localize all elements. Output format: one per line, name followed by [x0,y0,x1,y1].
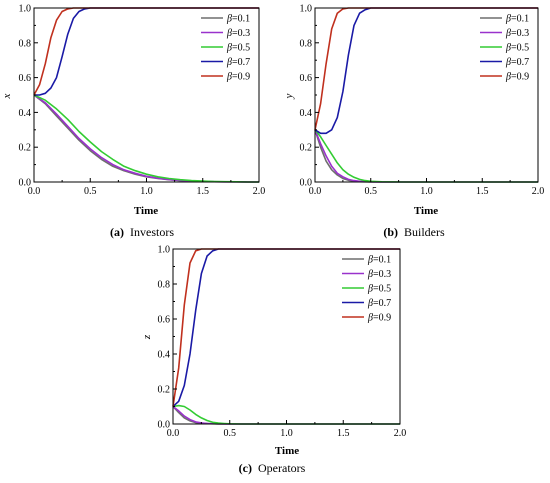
legend-label-2: β=0.3 [505,28,529,39]
x-axis-label: Time [134,205,158,217]
y-axis-label: x [1,93,13,99]
y-tick-label: 0.6 [19,73,32,84]
y-tick-label: 0.0 [158,420,171,431]
y-tick-label: 0.0 [300,178,313,189]
plot-area: 0.0 0.5 1.0 1.5 2.0 0.0 0.2 0.4 0.6 0.8 1.0 [300,4,545,198]
x-tick-label: 2.0 [253,186,266,197]
caption-letter: (a) [110,225,124,239]
x-tick-label: 0.0 [167,428,180,439]
legend-label-4: β=0.7 [226,57,250,68]
legend-label-4: β=0.7 [505,57,529,68]
caption: (a) Investors [110,225,174,239]
y-tick-label: 0.2 [300,143,313,154]
legend-label-5: β=0.9 [226,72,250,83]
axes-frame [314,7,539,183]
x-tick-label: 1.0 [420,186,433,197]
y-tick-label: 0.8 [19,38,32,49]
legend-label-5: β=0.9 [367,313,391,324]
caption-text: Operators [258,461,306,475]
caption-text: Builders [404,225,445,239]
series-line-4 [34,7,259,96]
legend-label-3: β=0.5 [226,43,250,54]
caption-text: Investors [130,225,174,239]
legend-label-2: β=0.3 [367,269,391,280]
y-tick-label: 0.0 [19,178,32,189]
x-tick-label: 0.5 [224,428,237,439]
x-axis-label: Time [275,445,299,457]
y-tick-label: 0.4 [19,108,32,119]
x-tick-label: 1.5 [337,428,350,439]
x-tick-label: 1.0 [140,186,153,197]
series-line-3 [33,94,259,183]
x-tick-label: 0.0 [28,186,41,197]
y-tick-label: 0.8 [300,38,313,49]
plot-area: 0.0 0.5 1.0 1.5 2.0 0.0 0.2 0.4 0.6 0.8 1.0 [158,245,407,440]
chart-operators: 0.0 0.5 1.0 1.5 2.0 0.0 0.2 0.4 0.6 0.8 1.0 Time z… [141,245,406,476]
y-tick-label: 0.4 [158,350,171,361]
y-tick-label: 1.0 [300,4,313,15]
series-line-4 [314,7,538,135]
caption-letter: (c) [239,461,252,475]
x-tick-label: 2.0 [394,428,407,439]
legend-label-3: β=0.5 [505,43,529,54]
y-tick-label: 1.0 [19,4,32,15]
legend-label-1: β=0.1 [226,14,250,25]
series-line-1 [33,94,259,183]
x-axis-label: Time [414,205,438,217]
legend: β=0.1 β=0.3 β=0.5 β=0.7 β=0.9 [342,255,391,324]
y-tick-label: 0.6 [300,73,313,84]
legend: β=0.1 β=0.3 β=0.5 β=0.7 β=0.9 [480,14,529,83]
y-tick-label: 0.2 [19,143,32,154]
caption-letter: (b) [383,225,398,239]
legend-label-2: β=0.3 [226,28,250,39]
x-tick-label: 0.5 [84,186,97,197]
series-line-2 [33,94,259,183]
legend-label-5: β=0.9 [505,72,529,83]
y-axis-label: z [141,334,153,340]
series-line-5 [33,7,259,96]
x-tick-label: 0.0 [309,186,322,197]
y-axis-label: y [283,93,295,99]
caption: (b) Builders [383,225,445,239]
legend-label-1: β=0.1 [505,14,529,25]
legend-label-1: β=0.1 [367,255,391,266]
axes-frame [172,248,401,425]
chart-builders: 0.0 0.5 1.0 1.5 2.0 0.0 0.2 0.4 0.6 0.8 1.0 Time y… [283,4,544,240]
legend-label-4: β=0.7 [367,298,391,309]
y-tick-label: 0.4 [300,108,313,119]
x-tick-label: 0.5 [365,186,378,197]
series-line-5 [314,7,538,130]
legend-label-3: β=0.5 [367,284,391,295]
legend: β=0.1 β=0.3 β=0.5 β=0.7 β=0.9 [201,14,250,83]
series-line-5 [172,248,400,407]
x-tick-label: 1.0 [280,428,293,439]
y-tick-label: 1.0 [158,245,171,256]
y-tick-label: 0.6 [158,315,171,326]
series-line-3 [314,129,538,183]
chart-investors: 0.0 0.5 1.0 1.5 2.0 0.0 0.2 0.4 0.6 0.8 1.0 Time x… [1,4,265,240]
y-tick-label: 0.2 [158,385,171,396]
x-tick-label: 1.5 [476,186,489,197]
plot-area: 0.0 0.5 1.0 1.5 2.0 0.0 0.2 0.4 0.6 0.8 1.0 [19,4,266,198]
x-tick-label: 1.5 [197,186,210,197]
x-tick-label: 2.0 [532,186,545,197]
caption: (c) Operators [239,461,306,475]
y-tick-label: 0.8 [158,280,171,291]
series-line-4 [172,248,400,408]
